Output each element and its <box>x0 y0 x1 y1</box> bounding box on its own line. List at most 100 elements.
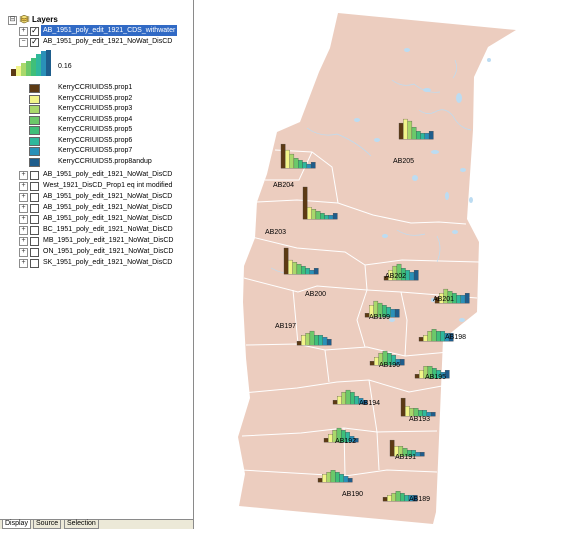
chart-bar <box>409 272 415 281</box>
division-label: AB204 <box>273 182 294 189</box>
chart-bar <box>320 213 325 220</box>
chart-symbol-ab204[interactable]: AB204 <box>273 143 316 189</box>
legend-label: KerryCCRIUIDS5.prop5 <box>58 126 133 133</box>
chart-symbol-ab194[interactable]: AB194 <box>332 389 380 407</box>
layer-row-cds-withwater[interactable]: + ✓ AB_1951_poly_edit_1921_CDS_withwater <box>2 25 192 36</box>
layer-visibility-checkbox[interactable] <box>30 226 39 235</box>
chart-bar <box>418 337 424 342</box>
chart-symbol-ab196[interactable]: AB196 <box>369 350 405 369</box>
layer-label[interactable]: AB_1951_poly_edit_1921_NoWat_DisCD <box>43 215 173 222</box>
chart-symbol-ab199[interactable]: AB199 <box>364 300 400 321</box>
layer-visibility-checkbox[interactable] <box>30 237 39 246</box>
layer-row-nowat-discd[interactable]: − ✓ AB_1951_poly_edit_1921_NoWat_DisCD <box>2 36 192 47</box>
layer-visibility-checkbox[interactable]: ✓ <box>30 26 39 36</box>
expand-icon[interactable]: + <box>19 259 28 268</box>
chart-symbol-ab195[interactable]: AB195 <box>414 366 450 381</box>
layer-label[interactable]: MB_1951_poly_edit_1921_NoWat_DisCD <box>43 237 174 244</box>
chart-bar <box>345 389 351 405</box>
division-label: AB195 <box>425 374 446 381</box>
legend-swatch[interactable] <box>29 115 40 125</box>
layer-visibility-checkbox[interactable] <box>30 182 39 191</box>
tab-selection[interactable]: Selection <box>64 520 99 529</box>
chart-symbol-ab197[interactable]: AB197 <box>275 323 332 346</box>
collapse-icon[interactable]: − <box>19 38 28 47</box>
layer-row[interactable]: + ON_1951_poly_edit_1921_NoWat_DisCD <box>2 246 192 257</box>
chart-bar <box>302 162 307 169</box>
legend-swatch[interactable] <box>29 157 40 167</box>
layer-row[interactable]: + MB_1951_poly_edit_1921_NoWat_DisCD <box>2 235 192 246</box>
layer-visibility-checkbox[interactable] <box>30 215 39 224</box>
layer-row[interactable]: + AB_1951_poly_edit_1921_NoWat_DisCD <box>2 202 192 213</box>
division-label: AB191 <box>395 454 416 461</box>
chart-bar <box>403 118 408 140</box>
expand-icon[interactable]: + <box>19 171 28 180</box>
layer-label[interactable]: AB_1951_poly_edit_1921_NoWat_DisCD <box>43 204 173 211</box>
chart-symbol-ab190[interactable]: AB190 <box>317 470 363 498</box>
expand-icon[interactable]: + <box>19 204 28 213</box>
expand-icon[interactable]: + <box>19 215 28 224</box>
chart-symbol-ab200[interactable]: AB200 <box>283 247 326 298</box>
chart-bar <box>298 160 303 169</box>
layer-row[interactable]: + AB_1951_poly_edit_1921_NoWat_DisCD <box>2 191 192 202</box>
layer-label[interactable]: BC_1951_poly_edit_1921_NoWat_DisCD <box>43 226 173 233</box>
legend-swatch[interactable] <box>29 84 40 93</box>
layer-row[interactable]: + AB_1951_poly_edit_1921_NoWat_DisCD <box>2 213 192 224</box>
expand-icon[interactable]: + <box>19 182 28 191</box>
tab-display[interactable]: Display <box>2 520 31 529</box>
layer-visibility-checkbox[interactable] <box>30 193 39 202</box>
chart-bar <box>400 493 405 502</box>
layer-label[interactable]: AB_1951_poly_edit_1921_NoWat_DisCD <box>43 38 173 45</box>
layer-label[interactable]: ON_1951_poly_edit_1921_NoWat_DisCD <box>43 248 174 255</box>
layer-visibility-checkbox[interactable] <box>30 204 39 213</box>
layer-visibility-checkbox[interactable] <box>30 259 39 268</box>
layer-label-selected[interactable]: AB_1951_poly_edit_1921_CDS_withwater <box>41 25 178 36</box>
layer-visibility-checkbox[interactable] <box>30 171 39 180</box>
chart-bar <box>322 337 328 346</box>
layer-label[interactable]: West_1921_DisCD_Prop1 eq int modified <box>43 182 173 189</box>
tab-source[interactable]: Source <box>33 520 62 529</box>
layer-visibility-checkbox[interactable]: ✓ <box>30 37 39 47</box>
chart-symbol-ab198[interactable]: AB198 <box>418 329 466 342</box>
expand-icon[interactable]: + <box>19 248 28 257</box>
chart-bar <box>415 452 421 457</box>
layers-root[interactable]: ⊟ Layers <box>2 14 192 25</box>
chart-bar <box>419 370 424 379</box>
chart-symbol-ab202[interactable]: AB202 <box>383 263 419 281</box>
chart-symbol-ab201[interactable]: AB201 <box>433 288 470 304</box>
chart-symbol-ab193[interactable]: AB193 <box>400 397 436 423</box>
chart-symbol-ab189[interactable]: AB189 <box>382 491 430 503</box>
chart-bar <box>374 357 379 366</box>
layer-row[interactable]: + West_1921_DisCD_Prop1 eq int modified <box>2 180 192 191</box>
layer-label[interactable]: SK_1951_poly_edit_1921_NoWat_DisCD <box>43 259 173 266</box>
chart-bar <box>292 262 298 275</box>
chart-symbol-ab203[interactable]: AB203 <box>265 186 338 236</box>
legend-swatch[interactable] <box>29 94 40 104</box>
chart-bar <box>328 434 333 443</box>
layer-row[interactable]: + AB_1951_poly_edit_1921_NoWat_DisCD <box>2 169 192 180</box>
layer-row[interactable]: + BC_1951_poly_edit_1921_NoWat_DisCD <box>2 224 192 235</box>
layer-label[interactable]: AB_1951_poly_edit_1921_NoWat_DisCD <box>43 171 173 178</box>
chart-bar <box>407 120 413 140</box>
legend-swatch[interactable] <box>29 126 40 135</box>
chart-symbol-ab191[interactable]: AB191 <box>389 439 425 461</box>
expand-icon[interactable]: + <box>19 27 28 36</box>
chart-bar <box>332 400 338 405</box>
layer-row[interactable]: + SK_1951_poly_edit_1921_NoWat_DisCD <box>2 257 192 268</box>
legend-swatch[interactable] <box>29 147 40 156</box>
expand-icon[interactable]: + <box>19 237 28 246</box>
legend-swatch[interactable] <box>29 105 40 114</box>
division-label: AB198 <box>445 334 466 341</box>
chart-bar <box>389 439 395 457</box>
layer-visibility-checkbox[interactable] <box>30 248 39 257</box>
legend-swatch[interactable] <box>29 136 40 146</box>
expand-icon[interactable]: + <box>19 193 28 202</box>
expand-icon[interactable]: + <box>19 226 28 235</box>
map-view[interactable]: AB205 AB204 AB203 AB200 AB202 AB201 AB199 AB198… <box>197 0 580 535</box>
chart-bar <box>326 339 332 346</box>
chart-symbol-ab205[interactable]: AB205 <box>393 118 434 165</box>
collapse-icon[interactable]: ⊟ <box>8 16 17 25</box>
chart-symbol-ab192[interactable]: AB192 <box>323 427 359 445</box>
layer-label[interactable]: AB_1951_poly_edit_1921_NoWat_DisCD <box>43 193 173 200</box>
division-label: AB200 <box>305 291 326 298</box>
chart-bar <box>341 392 347 405</box>
